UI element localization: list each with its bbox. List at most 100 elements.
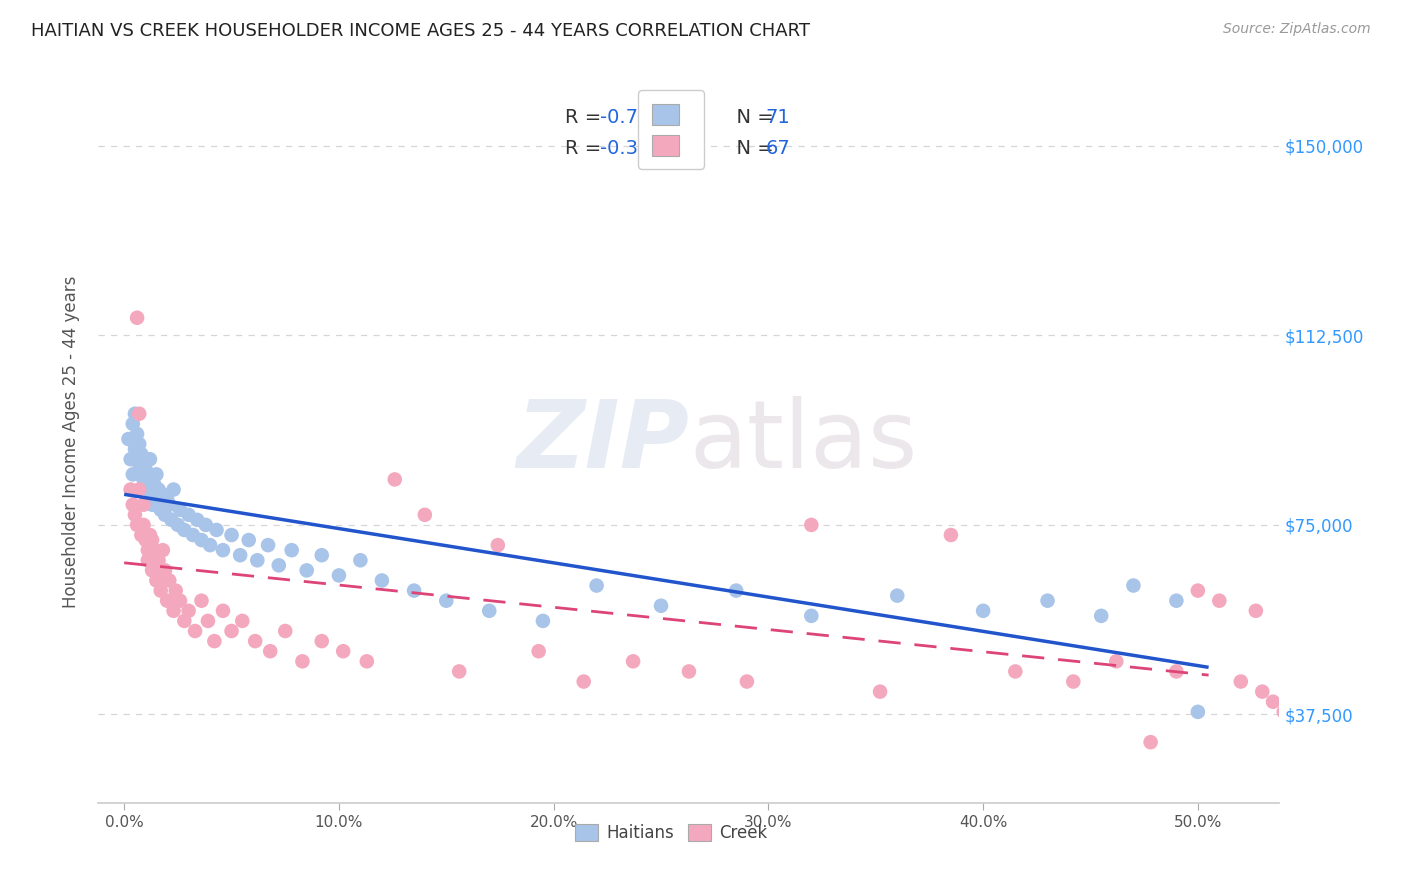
Point	[136, 553, 159, 567]
Point	[136, 543, 159, 558]
Point	[212, 604, 235, 618]
Point	[221, 624, 243, 638]
Point	[1230, 674, 1253, 689]
Point	[156, 593, 179, 607]
Point	[120, 483, 142, 497]
Point	[1166, 665, 1188, 679]
Point	[572, 674, 595, 689]
Point	[972, 604, 994, 618]
Point	[120, 452, 142, 467]
Point	[157, 498, 180, 512]
Point	[650, 599, 672, 613]
Point	[136, 483, 159, 497]
Point	[124, 407, 146, 421]
Point	[139, 472, 162, 486]
Y-axis label: Householder Income Ages 25 - 44 years: Householder Income Ages 25 - 44 years	[62, 276, 80, 607]
Point	[139, 528, 162, 542]
Point	[384, 472, 406, 486]
Point	[132, 498, 155, 512]
Point	[205, 523, 228, 537]
Point	[173, 523, 195, 537]
Point	[231, 614, 253, 628]
Point	[434, 593, 457, 607]
Text: -0.373: -0.373	[600, 139, 664, 159]
Point	[173, 614, 195, 628]
Point	[145, 467, 167, 482]
Point	[869, 684, 891, 698]
Point	[1251, 684, 1274, 698]
Point	[190, 533, 212, 547]
Point	[229, 548, 252, 562]
Point	[221, 528, 243, 542]
Point	[531, 614, 554, 628]
Point	[527, 644, 550, 658]
Text: ZIP: ZIP	[516, 395, 689, 488]
Point	[169, 502, 191, 516]
Point	[141, 498, 163, 512]
Point	[165, 583, 187, 598]
Point	[141, 487, 163, 501]
Point	[186, 513, 208, 527]
Point	[1166, 593, 1188, 607]
Point	[148, 483, 170, 497]
Point	[143, 477, 166, 491]
Point	[135, 533, 157, 547]
Point	[735, 674, 758, 689]
Point	[132, 457, 155, 471]
Point	[1122, 578, 1144, 592]
Point	[162, 604, 184, 618]
Point	[121, 467, 143, 482]
Point	[246, 553, 269, 567]
Point	[1062, 674, 1084, 689]
Point	[621, 654, 644, 668]
Point	[143, 543, 166, 558]
Point	[157, 574, 180, 588]
Point	[259, 644, 281, 658]
Point	[148, 553, 170, 567]
Text: N =: N =	[724, 108, 780, 128]
Point	[152, 487, 174, 501]
Point	[197, 614, 219, 628]
Point	[152, 543, 174, 558]
Point	[1244, 604, 1267, 618]
Point	[135, 477, 157, 491]
Point	[124, 508, 146, 522]
Point	[131, 528, 153, 542]
Point	[332, 644, 354, 658]
Point	[124, 442, 146, 456]
Point	[141, 533, 163, 547]
Point	[156, 492, 179, 507]
Point	[1004, 665, 1026, 679]
Point	[128, 437, 150, 451]
Point	[212, 543, 235, 558]
Point	[413, 508, 436, 522]
Point	[1090, 608, 1112, 623]
Point	[153, 508, 176, 522]
Point	[291, 654, 314, 668]
Text: R =: R =	[565, 108, 607, 128]
Legend: Haitians, Creek: Haitians, Creek	[568, 817, 775, 848]
Point	[1208, 593, 1230, 607]
Point	[141, 563, 163, 577]
Point	[125, 427, 148, 442]
Text: R =: R =	[565, 139, 607, 159]
Point	[725, 583, 748, 598]
Point	[136, 467, 159, 482]
Point	[190, 593, 212, 607]
Point	[800, 608, 823, 623]
Point	[311, 548, 333, 562]
Point	[128, 407, 150, 421]
Point	[177, 604, 200, 618]
Point	[125, 452, 148, 467]
Point	[162, 483, 184, 497]
Point	[1261, 695, 1284, 709]
Point	[167, 517, 190, 532]
Point	[678, 665, 700, 679]
Point	[131, 447, 153, 461]
Point	[132, 472, 155, 486]
Point	[280, 543, 302, 558]
Point	[145, 492, 167, 507]
Text: HAITIAN VS CREEK HOUSEHOLDER INCOME AGES 25 - 44 YEARS CORRELATION CHART: HAITIAN VS CREEK HOUSEHOLDER INCOME AGES…	[31, 22, 810, 40]
Point	[198, 538, 221, 552]
Point	[356, 654, 378, 668]
